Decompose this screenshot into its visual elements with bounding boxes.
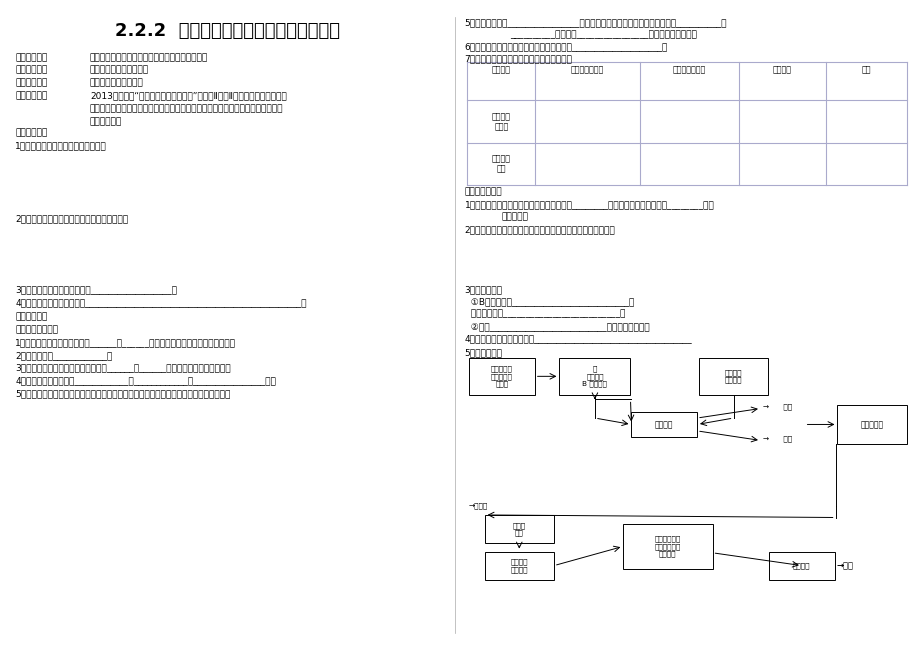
Text: ①B淡巴细胞：__________________________。: ①B淡巴细胞：__________________________。	[464, 298, 633, 306]
Text: 3、制备原理：: 3、制备原理：	[464, 285, 502, 294]
Text: 克隆化
培养: 克隆化 培养	[512, 522, 526, 536]
Text: 植物体细
胞杂交: 植物体细 胞杂交	[492, 112, 510, 131]
Text: 2.2.2  动物细胞融合与单克隆抗体导学案: 2.2.2 动物细胞融合与单克隆抗体导学案	[115, 22, 340, 40]
Text: →      细胞: → 细胞	[762, 436, 791, 442]
Text: 细胞融合的方法: 细胞融合的方法	[673, 65, 706, 74]
Text: 2、结果：形成____________。: 2、结果：形成____________。	[15, 350, 112, 359]
FancyBboxPatch shape	[836, 405, 906, 444]
FancyBboxPatch shape	[559, 358, 630, 395]
Text: 《知识回顾》: 《知识回顾》	[15, 129, 47, 138]
Text: 6、应用：动物细胞融合技术最重要的用途是____________________。: 6、应用：动物细胞融合技术最重要的用途是____________________…	[464, 42, 667, 51]
Text: 3、杂交焈胞：融合后形成的共有原来______或______细胞遗传信息的单核细胞。: 3、杂交焈胞：融合后形成的共有原来______或______细胞遗传信息的单核细…	[15, 363, 231, 372]
Text: ②利用__________________________使两种细胞融合。: ②利用__________________________使两种细胞融合。	[464, 322, 649, 331]
Text: 用途: 用途	[860, 65, 870, 74]
Text: 5、制备过程：: 5、制备过程：	[464, 348, 502, 357]
Text: →      细胞: → 细胞	[762, 403, 791, 410]
Text: 4、常用的证导因素有：____________、____________、________________等。: 4、常用的证导因素有：____________、____________、___…	[15, 376, 276, 385]
Text: 骨髓焈细胞：__________________________。: 骨髓焈细胞：__________________________。	[464, 309, 624, 318]
FancyBboxPatch shape	[630, 412, 697, 437]
Text: 《考纲要求》: 《考纲要求》	[15, 92, 47, 101]
Text: 选择性培养: 选择性培养	[859, 420, 882, 429]
Text: 培养的骨
髓焈细胞: 培养的骨 髓焈细胞	[724, 369, 742, 384]
Text: 2、人工诱导植物原生质体融合的方法有哪些？: 2、人工诱导植物原生质体融合的方法有哪些？	[15, 214, 128, 224]
FancyBboxPatch shape	[622, 524, 711, 569]
Text: 《学习难点》: 《学习难点》	[15, 79, 47, 88]
Text: 细胞融合的原理: 细胞融合的原理	[571, 65, 604, 74]
Text: 《学习重点》: 《学习重点》	[15, 66, 47, 75]
Text: 是够数量的能
分泌所需要抗
体的细胞: 是够数量的能 分泌所需要抗 体的细胞	[654, 536, 680, 557]
Text: 1、简要说明植物体细胞杂交的过程。: 1、简要说明植物体细胞杂交的过程。	[15, 142, 107, 151]
Text: 4、单克隆抗体的确切定义是___________________________________: 4、单克隆抗体的确切定义是___________________________…	[464, 334, 691, 343]
FancyBboxPatch shape	[469, 358, 534, 395]
Text: →抗体: →抗体	[835, 561, 853, 570]
Text: 推理和评价）: 推理和评价）	[90, 117, 122, 126]
FancyBboxPatch shape	[768, 551, 834, 580]
Text: 比较项目: 比较项目	[492, 65, 510, 74]
Text: 2、长期以来人们是如何获得抗体的？这种方法的缺点是什么？: 2、长期以来人们是如何获得抗体的？这种方法的缺点是什么？	[464, 226, 615, 235]
Text: 从
中分离出
B 淡巴细胞: 从 中分离出 B 淡巴细胞	[582, 365, 607, 387]
Text: 1、概念：也称细胞杂交，是指______或______动物细胞结合形成一个细胞的过程。: 1、概念：也称细胞杂交，是指______或______动物细胞结合形成一个细胞的…	[15, 338, 236, 347]
Text: 1、抗体：由淡巴细胞（浆细胞）产生，能与________发生特异性结合的，具有________功能: 1、抗体：由淡巴细胞（浆细胞）产生，能与________发生特异性结合的，具有_…	[464, 200, 713, 209]
Text: 一、动物细胞融合: 一、动物细胞融合	[15, 325, 58, 334]
Text: 二、单克隆抗体: 二、单克隆抗体	[464, 188, 502, 197]
FancyBboxPatch shape	[698, 358, 767, 395]
FancyBboxPatch shape	[484, 515, 553, 543]
Text: 2013年考纲中“细胞融合与单克隆抗体”要求为Ⅱ。（Ⅱ：理解所列知识和其他: 2013年考纲中“细胞融合与单克隆抗体”要求为Ⅱ。（Ⅱ：理解所列知识和其他	[90, 92, 287, 101]
Text: 单克隆抗体的制备和应用: 单克隆抗体的制备和应用	[90, 66, 149, 75]
Text: →焈细胞: →焈细胞	[469, 502, 488, 509]
Text: 给小鼠注射
特定的抗原
蛋白质: 给小鼠注射 特定的抗原 蛋白质	[491, 365, 512, 387]
Text: __________、肿瘤和________________培育等的重要手段。: __________、肿瘤和________________培育等的重要手段。	[510, 30, 697, 39]
Text: 诃导融合: 诃导融合	[654, 420, 673, 429]
Text: 《自主学习》: 《自主学习》	[15, 312, 47, 321]
Text: 7、动物细胞融合与植物体细胞杂交的比较：: 7、动物细胞融合与植物体细胞杂交的比较：	[464, 54, 572, 63]
Text: 5、意义：突破了________________的局限，使远缘杂交成为可能；成为研究__________、: 5、意义：突破了________________的局限，使远缘杂交成为可能；成为…	[464, 18, 726, 27]
FancyBboxPatch shape	[484, 551, 553, 580]
Text: 4、植物体细胞杂交的意义是________________________________________________。: 4、植物体细胞杂交的意义是___________________________…	[15, 298, 306, 307]
Text: 举例说出动物细胞融合与单克隆抗体的原理和应用: 举例说出动物细胞融合与单克隆抗体的原理和应用	[90, 53, 208, 62]
Text: 《学习目标》: 《学习目标》	[15, 53, 47, 62]
Text: 动物细胞
融合: 动物细胞 融合	[492, 154, 510, 174]
Text: 5、灯活的病毒诃导动物细胞融合的原理是什么？不灯活的病毒可以诃导动物细胞融合吗？: 5、灯活的病毒诃导动物细胞融合的原理是什么？不灯活的病毒可以诃导动物细胞融合吗？	[15, 389, 231, 398]
Text: 3、植物原生质体融合的原理是__________________。: 3、植物原生质体融合的原理是__________________。	[15, 285, 177, 294]
Text: 单克隆抗体的制备过程: 单克隆抗体的制备过程	[90, 79, 143, 88]
Text: 专一抗体
检验阳性: 专一抗体 检验阳性	[510, 558, 528, 573]
Text: 的球蛋白。: 的球蛋白。	[501, 213, 528, 222]
Text: 证导手段: 证导手段	[772, 65, 791, 74]
Text: 相关知识之间的联系和区别，并能在较复杂的情景中综合运用其进行分析、判断、: 相关知识之间的联系和区别，并能在较复杂的情景中综合运用其进行分析、判断、	[90, 104, 283, 113]
Text: 体外培养: 体外培养	[792, 562, 810, 569]
